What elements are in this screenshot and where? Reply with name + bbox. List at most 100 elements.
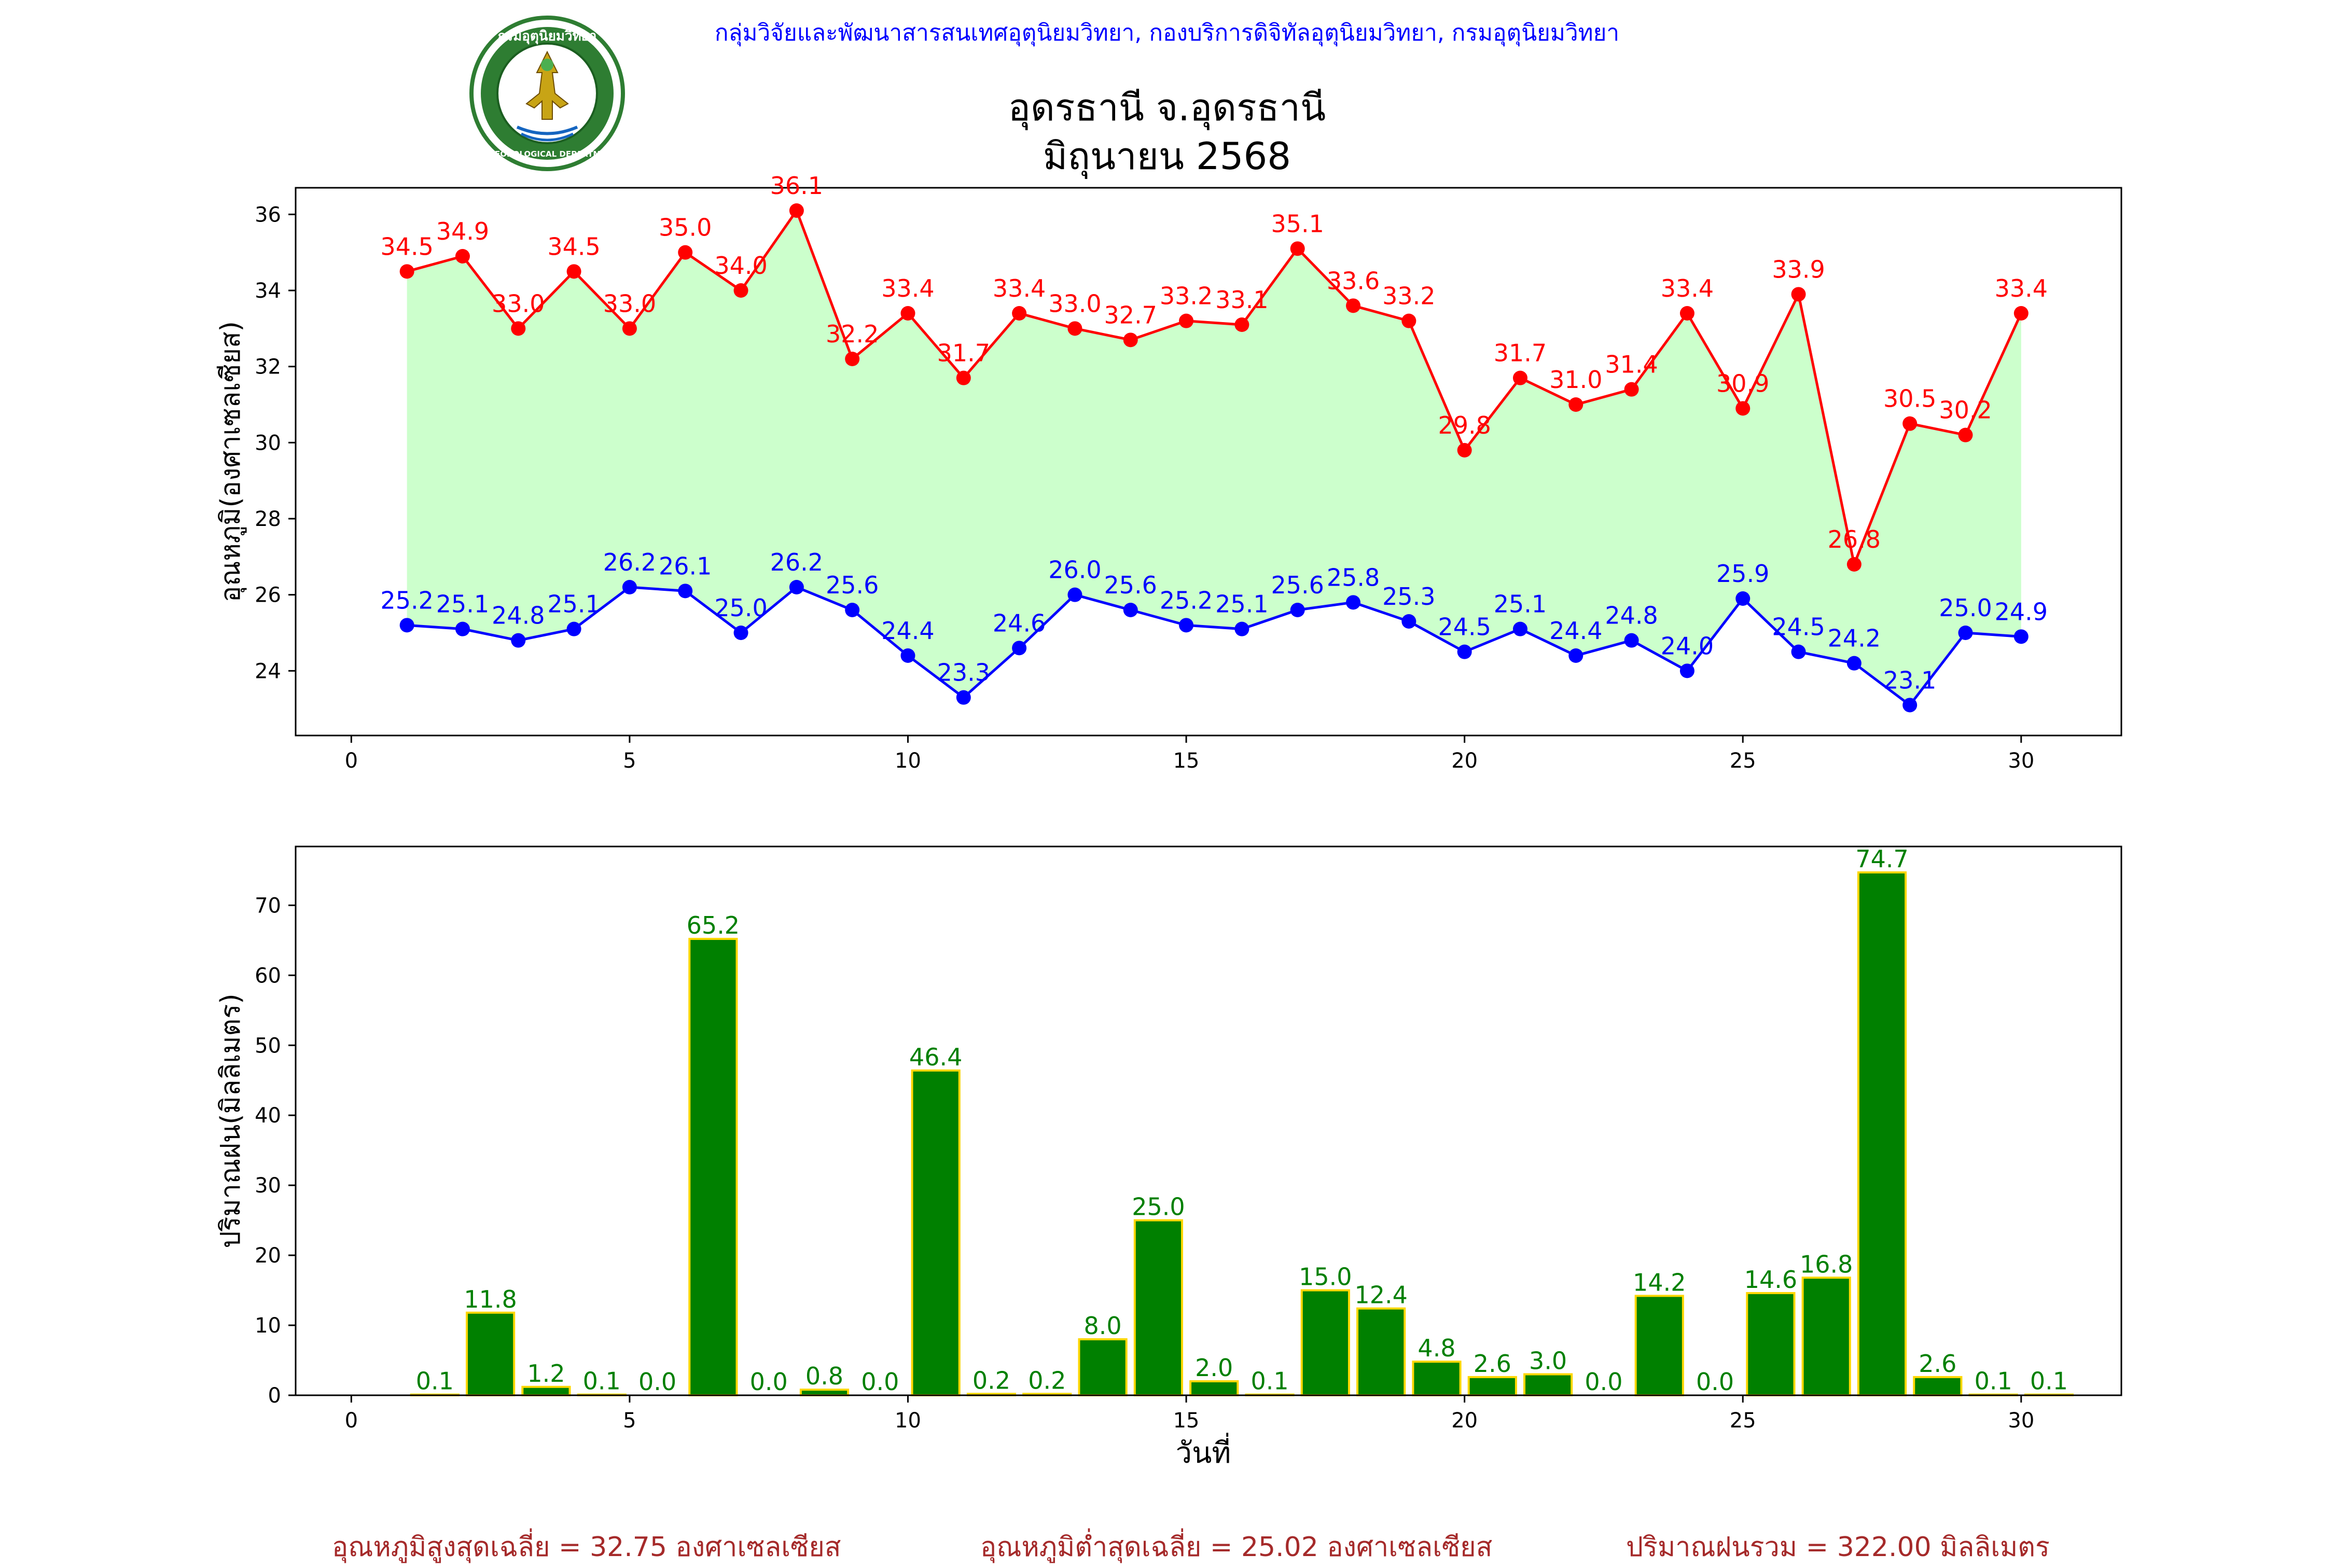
min-temp-value-label: 24.6 [993, 609, 1046, 637]
max-temp-point [678, 245, 693, 260]
max-temp-point [1234, 317, 1249, 332]
min-temp-point [1234, 621, 1249, 636]
y-tick-label: 20 [255, 1244, 281, 1268]
rain-bar [688, 938, 738, 1397]
max-temp-value-label: 33.4 [881, 274, 934, 302]
min-temp-value-label: 25.0 [714, 594, 767, 622]
y-tick-label: 0 [268, 1384, 281, 1408]
min-temp-value-label: 24.4 [881, 617, 934, 645]
x-tick-label: 5 [623, 749, 636, 773]
max-temp-point [1123, 332, 1138, 348]
rain-value-label: 0.0 [1696, 1368, 1734, 1396]
max-temp-point [1346, 298, 1361, 313]
max-temp-value-label: 30.2 [1939, 396, 1992, 424]
max-temp-value-label: 33.1 [1215, 286, 1268, 314]
y-tick-label: 34 [255, 279, 281, 303]
avg-max-temp-text: อุณหภูมิสูงสุดเฉลี่ย = 32.75 องศาเซลเซีย… [332, 1532, 841, 1563]
y-tick-label: 28 [255, 507, 281, 531]
rain-bar [466, 1311, 516, 1397]
max-temp-point [455, 249, 470, 263]
rain-bar [1523, 1373, 1573, 1397]
max-temp-value-label: 26.8 [1828, 525, 1881, 553]
rain-value-label: 2.6 [1474, 1350, 1511, 1378]
avg-min-temp-text: อุณหภูมิต่ำสุดเฉลี่ย = 25.02 องศาเซลเซีย… [980, 1532, 1493, 1563]
rain-value-label: 2.6 [1919, 1350, 1956, 1378]
min-temp-point [1067, 587, 1082, 602]
max-temp-value-label: 34.0 [714, 252, 767, 280]
min-temp-point [900, 648, 915, 663]
min-temp-value-label: 26.2 [603, 548, 656, 576]
temperature-chart: 0 5 10 15 20 25 30 24 26 28 30 32 34 36 อุณหภูมิ(องศาเ… [215, 172, 2122, 773]
rain-value-label: 1.2 [527, 1359, 565, 1387]
max-temp-value-label: 35.1 [1271, 210, 1324, 238]
min-temp-point [1679, 663, 1694, 678]
min-temp-value-label: 25.1 [1494, 590, 1547, 618]
x-tick-label: 5 [623, 1409, 636, 1433]
rain-value-label: 16.8 [1800, 1250, 1853, 1278]
max-temp-value-label: 33.2 [1160, 282, 1213, 310]
max-temp-point [789, 203, 804, 218]
rain-value-label: 74.7 [1855, 845, 1908, 873]
min-temp-point [1346, 595, 1361, 610]
rain-value-label: 4.8 [1418, 1334, 1455, 1362]
x-tick-label: 10 [895, 1409, 921, 1433]
rain-bar [1746, 1292, 1796, 1397]
min-temp-value-label: 24.0 [1661, 632, 1714, 660]
x-tick-label: 15 [1173, 1409, 1200, 1433]
min-temp-value-label: 24.8 [492, 602, 545, 630]
min-temp-line [407, 586, 2021, 707]
min-temp-point [622, 580, 637, 594]
max-temp-point [1290, 241, 1305, 256]
rain-bar [1913, 1376, 1963, 1397]
max-temp-value-label: 31.7 [1494, 339, 1547, 367]
temp-axes-frame [295, 187, 2122, 737]
rain-value-label: 0.0 [638, 1368, 676, 1396]
min-temp-value-label: 25.6 [826, 571, 879, 599]
y-tick-label: 24 [255, 659, 281, 683]
max-temp-point [1846, 557, 1861, 572]
rain-value-label: 14.6 [1744, 1266, 1797, 1294]
y-tick-label: 32 [255, 355, 281, 379]
min-temp-point [1624, 633, 1639, 648]
rain-value-label: 0.1 [1251, 1367, 1288, 1395]
total-rain-text: ปริมาณฝนรวม = 322.00 มิลลิเมตร [1626, 1532, 2050, 1563]
max-temp-value-label: 32.2 [826, 320, 879, 348]
x-tick-label: 0 [345, 749, 358, 773]
max-temp-value-label: 33.9 [1772, 255, 1825, 283]
min-temp-point [2013, 629, 2029, 644]
min-temp-point [1791, 644, 1806, 659]
max-temp-value-label: 30.9 [1716, 369, 1769, 397]
rain-bar [1801, 1276, 1851, 1396]
rain-value-label: 2.0 [1195, 1354, 1233, 1382]
max-temp-value-label: 31.7 [937, 339, 990, 367]
min-temp-value-label: 26.2 [770, 548, 823, 576]
x-tick-label: 25 [1730, 1409, 1756, 1433]
min-temp-value-label: 25.3 [1382, 582, 1435, 610]
rain-bar [1356, 1307, 1406, 1397]
rain-bar [799, 1389, 850, 1397]
rain-value-label: 65.2 [687, 911, 740, 939]
x-tick-label: 15 [1173, 749, 1200, 773]
min-temp-value-label: 24.2 [1828, 625, 1881, 653]
max-temp-value-label: 33.4 [1661, 274, 1714, 302]
rainfall-chart: 0.1 11.8 1.2 0.1 0.0 65.2 0.0 0.8 0.0 46.4 0.2 0.2 8… [215, 845, 2122, 1470]
min-temp-point [399, 618, 414, 633]
min-temp-value-label: 25.6 [1271, 571, 1324, 599]
max-temp-point [1958, 427, 1973, 442]
y-tick-label: 70 [255, 894, 281, 918]
min-temp-point [1958, 626, 1973, 640]
min-temp-point [1846, 656, 1861, 671]
max-temp-point [733, 283, 748, 298]
rain-value-label: 0.2 [973, 1366, 1010, 1394]
rain-axes-frame [295, 845, 2122, 1396]
max-temp-point [622, 321, 637, 336]
min-temp-value-label: 25.1 [436, 590, 489, 618]
min-temp-point [511, 633, 526, 648]
max-temp-point [900, 306, 915, 321]
max-temp-point [1679, 306, 1694, 321]
max-temp-value-label: 33.4 [1995, 274, 2048, 302]
min-temp-point [845, 603, 860, 617]
min-temp-value-label: 23.3 [937, 659, 990, 687]
rain-value-label: 8.0 [1084, 1312, 1122, 1340]
min-temp-value-label: 25.1 [547, 590, 600, 618]
